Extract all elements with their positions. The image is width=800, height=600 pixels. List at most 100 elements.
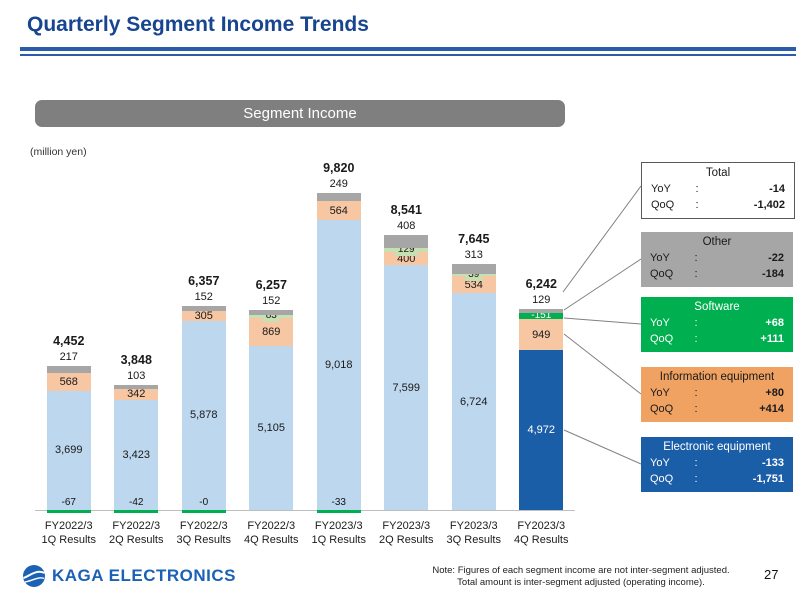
- total-value-label: 9,820: [323, 161, 355, 176]
- x-axis-label: 4Q Results: [244, 534, 299, 546]
- yoy-label: YoY: [651, 183, 671, 195]
- legend-total-title: Total: [705, 167, 731, 179]
- total-value-label: 6,357: [188, 274, 220, 288]
- negative-value-label: -33: [331, 497, 346, 508]
- footnote-line1: Note: Figures of each segment income are…: [432, 565, 730, 576]
- legend-info-yoy-value: +80: [765, 387, 784, 399]
- kaga-logo: KAGA ELECTRONICS: [22, 564, 236, 588]
- segment-other: [519, 309, 564, 314]
- qoq-label: QoQ: [650, 473, 674, 485]
- qoq-label: QoQ: [650, 403, 674, 415]
- legend-other-yoy-row: YoY : -22: [641, 251, 793, 267]
- segment-label: 568: [59, 375, 78, 388]
- segment-label: 7,599: [392, 381, 421, 394]
- unit-label: (million yen): [30, 146, 87, 158]
- legend-software-title: Software: [694, 301, 740, 313]
- segment-software: 83: [249, 310, 294, 323]
- legend-info-yoy-row: YoY : +80: [641, 386, 793, 402]
- qoq-label: QoQ: [650, 333, 674, 345]
- legend-other-qoq-row: QoQ : -184: [641, 267, 793, 283]
- segment-label: 5,105: [257, 421, 286, 434]
- segment-label: 949: [532, 328, 551, 341]
- colon: :: [694, 473, 698, 485]
- qoq-label: QoQ: [650, 268, 674, 280]
- chart-plot: 3,699 568 -67 217 4,452 FY2022/3 1Q Results 3,4…: [35, 140, 575, 570]
- title-rule-thin: [20, 54, 796, 56]
- other-value-label: 249: [329, 178, 348, 191]
- x-axis-label: FY2023/3: [314, 520, 363, 532]
- legend-info-qoq-value: +414: [759, 403, 784, 415]
- colon: :: [694, 457, 698, 469]
- x-axis-label: FY2022/3: [112, 520, 161, 532]
- segment-label: 3,699: [54, 444, 83, 457]
- legend-electronic-equipment: Electronic equipment YoY : -133 QoQ : -1…: [641, 437, 793, 492]
- other-value-label: 103: [127, 370, 146, 383]
- x-axis-label: 3Q Results: [446, 534, 501, 546]
- legend-elec-yoy-value: -133: [761, 457, 784, 469]
- segment-other: [249, 310, 294, 315]
- legend-total: Total YoY : -14 QoQ : -1,402: [641, 162, 795, 219]
- x-axis-label: FY2023/3: [449, 520, 498, 532]
- segment-label: -151: [531, 310, 552, 322]
- legend-software-qoq-row: QoQ : +111: [641, 332, 793, 348]
- colon: :: [694, 333, 698, 345]
- segment-information: 564: [316, 201, 361, 220]
- segment-electronic: 6,724: [451, 293, 496, 510]
- other-value-label: 152: [194, 291, 213, 303]
- legend-total-qoq-row: QoQ : -1,402: [642, 198, 794, 214]
- other-value-label: 313: [464, 249, 483, 262]
- segment-software: 129: [384, 244, 429, 257]
- page-number: 27: [764, 567, 779, 582]
- legend-elec-title: Electronic equipment: [663, 441, 771, 453]
- segment-software-negative: -151: [519, 310, 564, 322]
- total-value-label: 6,242: [525, 277, 557, 292]
- segment-software-negative: [114, 510, 159, 513]
- x-axis-label: FY2022/3: [247, 520, 296, 532]
- legend-software-yoy-row: YoY : +68: [641, 316, 793, 332]
- segment-label: 5,878: [189, 409, 218, 422]
- other-value-label: 408: [397, 220, 416, 233]
- footnote: Note: Figures of each segment income are…: [388, 565, 774, 589]
- segment-label: 342: [127, 388, 146, 401]
- negative-value-label: -42: [129, 497, 144, 508]
- segment-information: 305: [181, 310, 226, 322]
- x-axis-label: 3Q Results: [176, 534, 231, 546]
- x-axis-label: FY2022/3: [179, 520, 228, 532]
- segment-other: [316, 193, 361, 202]
- yoy-label: YoY: [650, 252, 670, 264]
- segment-software-negative: [316, 510, 361, 513]
- x-axis-label: FY2023/3: [517, 520, 566, 532]
- legend-total-yoy-row: YoY : -14: [642, 182, 794, 198]
- yoy-label: YoY: [650, 457, 670, 469]
- segment-other: [114, 385, 159, 389]
- segment-label: 869: [262, 325, 281, 338]
- segment-label: 534: [464, 278, 483, 291]
- segment-label: 564: [329, 204, 348, 217]
- segment-label: 3,423: [122, 448, 151, 461]
- colon: :: [695, 183, 699, 195]
- segment-electronic: 5,878: [181, 320, 226, 510]
- title-rule-thick: [20, 47, 796, 51]
- total-value-label: 7,645: [458, 232, 490, 247]
- segment-label: 6,724: [459, 395, 488, 408]
- x-axis-label: FY2022/3: [44, 520, 93, 532]
- other-value-label: 152: [262, 295, 281, 308]
- legend-elec-qoq-value: -1,751: [752, 473, 784, 485]
- x-axis-label: FY2023/3: [382, 520, 431, 532]
- negative-value-label: -67: [61, 497, 76, 508]
- legend-software: Software YoY : +68 QoQ : +111: [641, 297, 793, 352]
- segment-electronic: 3,699: [46, 390, 91, 510]
- colon: :: [694, 403, 698, 415]
- segment-label: 9,018: [324, 358, 353, 371]
- x-axis-label: 2Q Results: [109, 534, 164, 546]
- other-value-label: 129: [532, 294, 551, 307]
- globe-icon: [23, 565, 45, 587]
- colon: :: [694, 252, 698, 264]
- total-value-label: 6,257: [255, 278, 287, 293]
- segment-information: 949: [519, 319, 564, 350]
- segment-software: 39: [451, 269, 496, 282]
- total-value-label: 4,452: [53, 333, 85, 348]
- segment-electronic: 5,105: [249, 345, 294, 510]
- yoy-label: YoY: [650, 317, 670, 329]
- legend-information-equipment: Information equipment YoY : +80 QoQ : +4…: [641, 367, 793, 422]
